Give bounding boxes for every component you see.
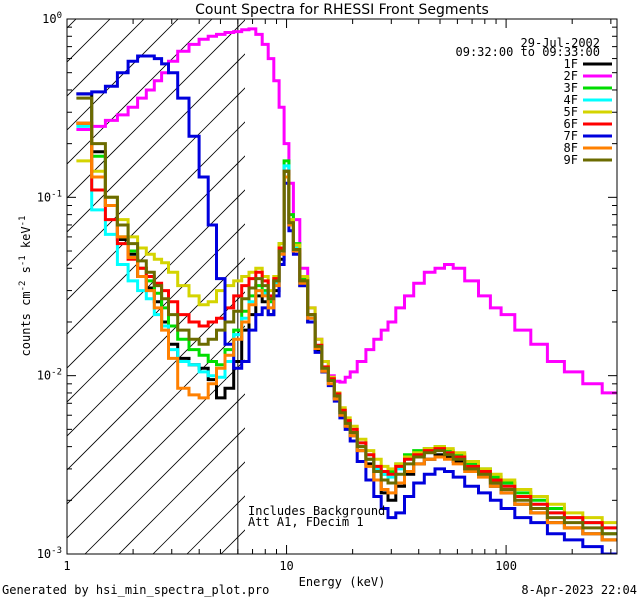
- legend-label-3f: 3F: [564, 81, 578, 95]
- axis-ticks: [66, 19, 617, 555]
- hatch-line: [67, 257, 245, 437]
- hatch-line: [67, 155, 245, 335]
- series-1f: [76, 92, 617, 542]
- legend-label-1f: 1F: [564, 57, 578, 71]
- plot-frame: [66, 18, 618, 555]
- legend-label-7f: 7F: [564, 129, 578, 143]
- series-4f: [76, 124, 617, 530]
- footer-date: 8-Apr-2023 22:04: [521, 583, 637, 597]
- series-5f: [76, 159, 617, 525]
- y-tick-label: 100: [42, 11, 62, 26]
- hatch-line: [84, 393, 245, 554]
- y-axis-label-base: counts cm: [19, 291, 33, 356]
- x-tick-label: 1: [63, 559, 70, 573]
- y-tick-label: 10-3: [37, 546, 62, 561]
- y-tick-labels: 100 10-1 10-2 10-3: [37, 11, 62, 561]
- legend-label-5f: 5F: [564, 105, 578, 119]
- x-tick-label: 10: [279, 559, 293, 573]
- series-2f: [76, 27, 617, 395]
- y-axis-label-exp2: -1: [18, 255, 28, 266]
- hatch-line: [67, 19, 245, 199]
- hatch-line: [67, 325, 245, 505]
- series-7f: [76, 54, 617, 554]
- legend-label-2f: 2F: [564, 69, 578, 83]
- hatch-line: [67, 53, 245, 233]
- hatch-line: [67, 19, 213, 165]
- y-tick-label: 10-2: [37, 368, 62, 383]
- y-axis-label-exp1: -2: [18, 281, 28, 292]
- x-tick-labels: 1 10 100: [63, 559, 517, 573]
- series-6f: [76, 121, 617, 530]
- y-axis-label: counts cm-2 s-1 keV-1: [18, 216, 33, 357]
- x-axis-label: Energy (keV): [299, 575, 386, 589]
- hatch-line: [0, 0, 67, 554]
- annotation-background: Includes Background: [248, 504, 385, 518]
- hatch-line: [67, 291, 245, 471]
- hatched-region: [0, 0, 245, 554]
- y-axis-label-mid2: keV: [19, 226, 33, 255]
- hatch-line: [67, 223, 245, 403]
- hatch-line: [67, 359, 245, 539]
- x-tick-label: 100: [495, 559, 517, 573]
- series-layer: [76, 27, 617, 554]
- annotation-attenuator: Att A1, FDecim 1: [248, 515, 364, 529]
- legend-label-9f: 9F: [564, 153, 578, 167]
- hatch-line: [67, 121, 245, 301]
- hatch-line: [118, 427, 245, 554]
- footer-generated-by: Generated by hsi_min_spectra_plot.pro: [2, 583, 269, 597]
- y-tick-label: 10-1: [37, 189, 62, 204]
- time-range-label: 09:32:00 to 09:33:00: [456, 45, 601, 59]
- y-axis-label-exp3: -1: [18, 216, 28, 227]
- legend-label-8f: 8F: [564, 141, 578, 155]
- hatch-line: [67, 19, 77, 29]
- hatch-line: [67, 87, 245, 267]
- hatch-line: [67, 19, 145, 97]
- legend-label-4f: 4F: [564, 93, 578, 107]
- y-axis-label-mid: s: [19, 266, 33, 280]
- series-8f: [76, 121, 617, 542]
- legend-label-6f: 6F: [564, 117, 578, 131]
- date-label: 29-Jul-2002: [521, 36, 600, 50]
- hatch-line: [67, 189, 245, 369]
- chart-title: Count Spectra for RHESSI Front Segments: [195, 2, 489, 18]
- series-3f: [76, 121, 617, 536]
- series-9f: [76, 96, 617, 536]
